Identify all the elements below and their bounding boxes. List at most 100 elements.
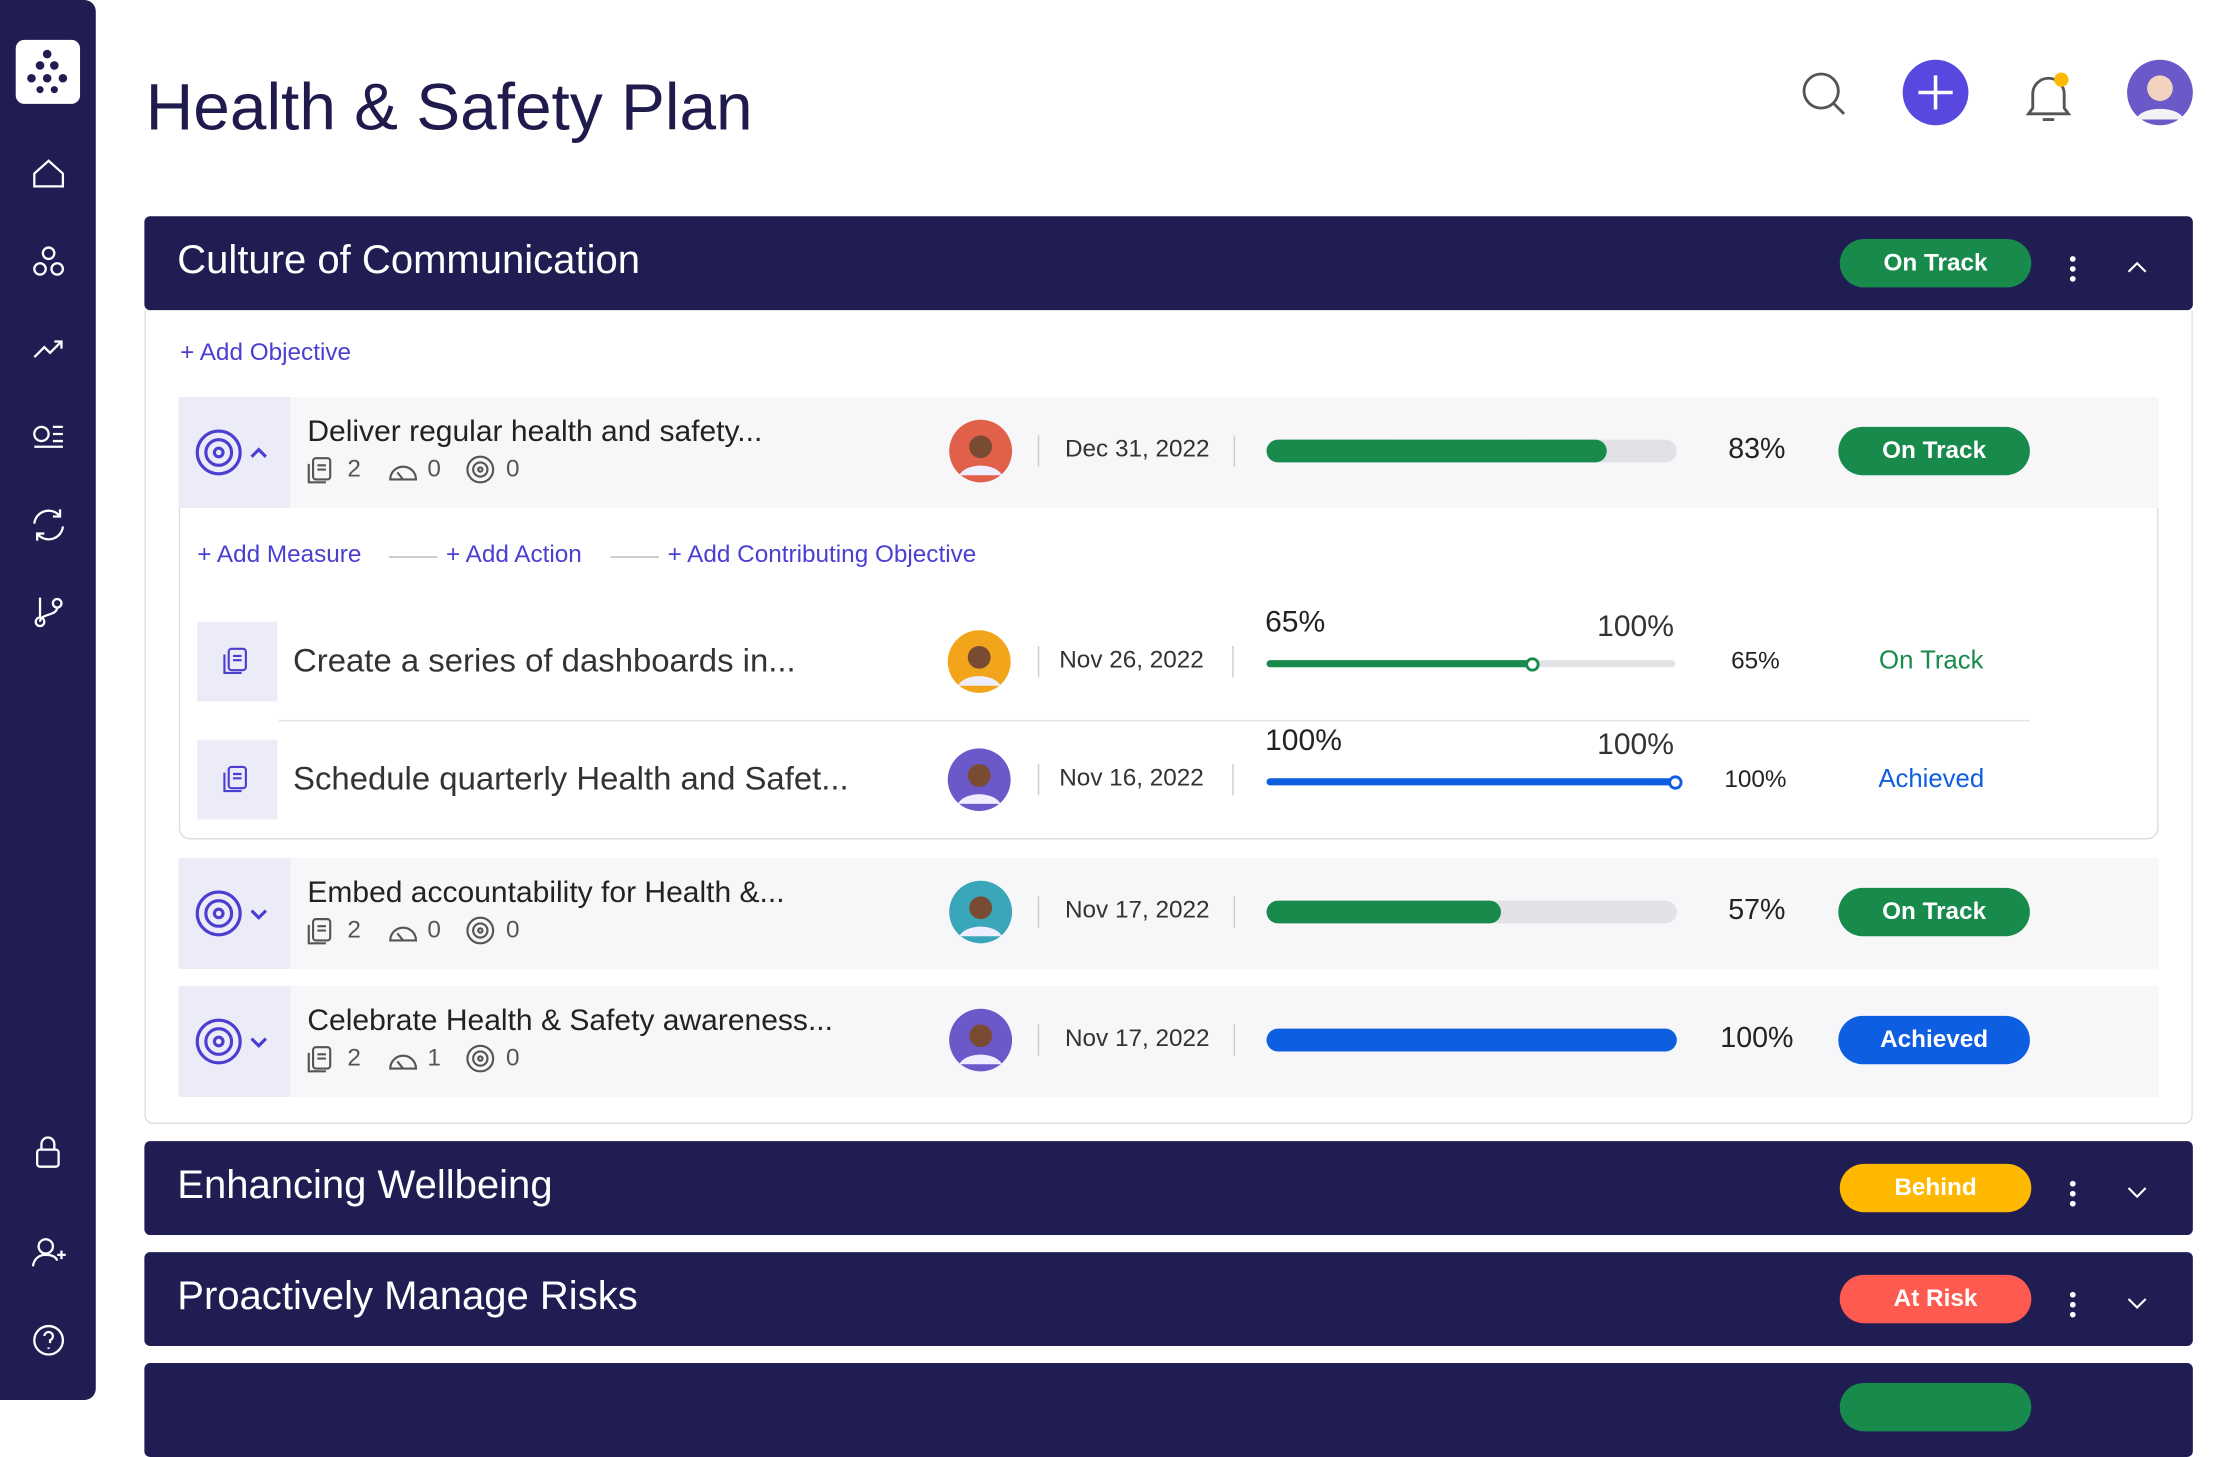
section-title: Culture of Communication — [177, 237, 640, 282]
objective-detail — [178, 507, 2159, 840]
separator — [1037, 764, 1040, 796]
count-icon — [306, 915, 340, 946]
separator — [1232, 645, 1234, 678]
add-link[interactable]: + Add Measure — [197, 540, 362, 568]
section-title: Proactively Manage Risks — [177, 1273, 638, 1318]
avatar-svg — [949, 419, 1013, 483]
separator — [1037, 896, 1040, 928]
progress-fill — [1266, 900, 1501, 924]
link-connector — [388, 556, 438, 558]
measure-name: Schedule quarterly Health and Safet... — [293, 759, 849, 797]
count-icon-svg — [307, 1046, 332, 1073]
collapse-toggle[interactable] — [2126, 1181, 2149, 1199]
profile-avatar[interactable] — [2127, 59, 2193, 126]
collapse-toggle[interactable] — [2126, 1292, 2149, 1310]
objective-icon-svg — [195, 890, 267, 937]
count-measures: 2 — [347, 455, 361, 483]
collapse-toggle-svg — [2127, 1298, 2147, 1310]
measure-icon-svg — [223, 647, 247, 675]
count-icon — [386, 454, 420, 485]
current-label: 100% — [1265, 724, 1342, 757]
count-icon — [386, 915, 420, 946]
measure-status: On Track — [1879, 645, 1984, 675]
sidebar-icons — [15, 39, 81, 1356]
avatar — [948, 879, 1014, 944]
nav-branch[interactable] — [34, 597, 63, 628]
collapse-toggle[interactable] — [2126, 256, 2149, 273]
status-badge: On Track — [1838, 426, 2030, 476]
status-badge: On Track — [1839, 239, 2032, 288]
avatar-svg — [947, 748, 1011, 811]
progress-fill — [1266, 1028, 1677, 1052]
count-icon — [465, 1043, 499, 1074]
nav-home[interactable] — [33, 159, 65, 188]
count-icon-svg — [389, 926, 418, 942]
target-label: 100% — [1597, 728, 1674, 762]
due-date: Dec 31, 2022 — [1064, 435, 1210, 463]
avatar — [948, 418, 1014, 483]
measure-status: Achieved — [1878, 764, 1985, 793]
search-button[interactable] — [1802, 72, 1846, 115]
measure-fill — [1266, 778, 1676, 786]
status-badge — [1839, 1382, 2032, 1432]
more-button[interactable] — [2066, 255, 2080, 283]
separator — [1232, 764, 1234, 796]
more-button-svg — [2069, 256, 2076, 282]
count-icon-svg — [466, 455, 495, 484]
sidebar — [0, 0, 96, 1401]
count-icon — [465, 454, 499, 485]
objective-icon — [178, 396, 291, 508]
separator — [1037, 435, 1040, 467]
avatar — [948, 1007, 1014, 1072]
current-label: 65% — [1265, 606, 1326, 639]
progress-label: 57% — [1728, 894, 1786, 927]
count-actions: 0 — [427, 455, 441, 483]
objective-title: Embed accountability for Health &... — [307, 876, 785, 910]
avatar-svg — [947, 630, 1011, 693]
avatar-svg — [949, 880, 1013, 944]
add-button[interactable] — [1902, 59, 1969, 126]
link-connector — [610, 556, 659, 558]
measure-knob — [1668, 774, 1683, 789]
add-link[interactable]: + Add Action — [446, 540, 582, 568]
count-actions: 0 — [427, 916, 441, 944]
count-actions: 1 — [427, 1044, 441, 1072]
more-button[interactable] — [2066, 1180, 2080, 1208]
nav-user-add[interactable] — [31, 1238, 66, 1267]
nav-trend[interactable] — [33, 340, 63, 358]
objective-row — [178, 986, 2159, 1097]
measure-knob — [1525, 656, 1540, 671]
notifications-button[interactable] — [2025, 72, 2072, 121]
count-icon — [306, 1043, 340, 1074]
objective-icon — [178, 986, 291, 1097]
status-badge: Behind — [1839, 1163, 2032, 1213]
nav-help[interactable] — [33, 1324, 65, 1356]
objective-title: Deliver regular health and safety... — [307, 415, 763, 449]
count-icon-svg — [466, 916, 495, 945]
objective-icon — [178, 857, 291, 969]
due-date: Nov 16, 2022 — [1059, 764, 1204, 792]
nav-lock[interactable] — [36, 1136, 60, 1168]
nav-list[interactable] — [33, 425, 63, 448]
count-measures: 2 — [347, 1044, 361, 1072]
add-link[interactable]: + Add Contributing Objective — [667, 540, 977, 568]
measure-icon — [197, 739, 278, 820]
progress-label: 100% — [1724, 765, 1787, 793]
status-badge: On Track — [1838, 887, 2030, 937]
count-icon-svg — [389, 1054, 418, 1070]
collapse-toggle-svg — [2127, 261, 2147, 273]
count-measures: 2 — [347, 916, 361, 944]
separator — [1233, 1024, 1236, 1056]
nav-org[interactable] — [33, 246, 65, 276]
measure-fill — [1266, 660, 1533, 668]
nav-sync[interactable] — [33, 509, 65, 541]
separator — [1233, 435, 1236, 467]
objective-row — [178, 396, 2159, 508]
count-objectives: 0 — [506, 455, 520, 483]
more-button-svg — [2069, 1180, 2076, 1207]
count-icon — [306, 454, 340, 485]
add-objective-link[interactable]: + Add Objective — [180, 338, 352, 366]
more-button[interactable] — [2066, 1290, 2080, 1318]
progress-label: 83% — [1728, 433, 1786, 466]
